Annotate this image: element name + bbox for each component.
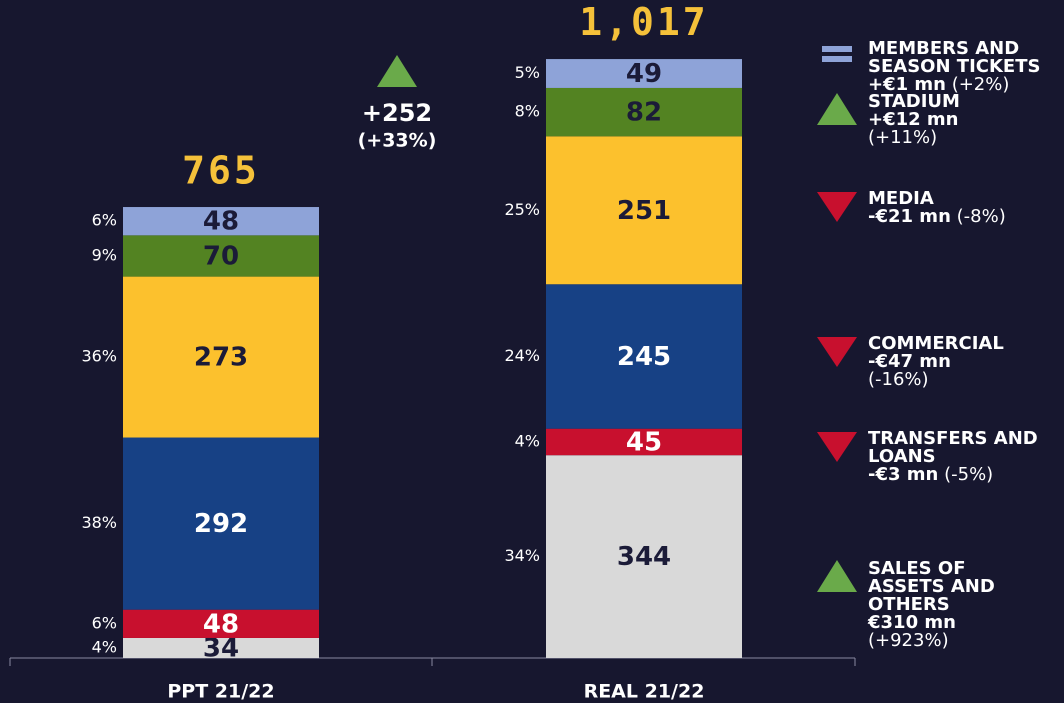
bar-segment	[123, 235, 319, 277]
share-label: 9%	[92, 245, 117, 264]
share-label: 6%	[92, 613, 117, 632]
value-label: 292	[194, 509, 248, 539]
value-label: 70	[203, 241, 239, 271]
bar-segment	[546, 136, 742, 285]
legend-change-line: +€1 mn (+2%)	[868, 76, 1064, 94]
value-label: 48	[203, 207, 239, 237]
value-label: 273	[194, 343, 248, 373]
legend-change: +€12 mn	[868, 109, 959, 130]
bar-segment	[123, 207, 319, 236]
value-label: 245	[617, 342, 671, 372]
legend-name: MEMBERS AND SEASON TICKETS	[868, 38, 1041, 77]
bar-segment	[546, 59, 742, 88]
bar-segment	[123, 637, 319, 658]
legend-icon	[817, 93, 857, 125]
legend-icon	[817, 560, 857, 592]
share-label: 24%	[504, 346, 540, 365]
value-label: 48	[203, 609, 239, 639]
legend-change: -€3 mn	[868, 464, 939, 485]
value-label: 82	[626, 98, 662, 128]
value-label: 251	[617, 196, 671, 226]
bar-segment	[123, 609, 319, 638]
legend-change-line: -€3 mn (-5%)	[868, 466, 1064, 484]
x-tick-label: PPT 21/22	[167, 681, 274, 703]
legend-name: SALES OF ASSETS AND OTHERS	[868, 558, 995, 615]
bar-segment	[123, 276, 319, 438]
bar-segment	[123, 437, 319, 610]
bar-segment	[546, 284, 742, 429]
legend-name: TRANSFERS AND LOANS	[868, 428, 1038, 467]
share-label: 38%	[81, 513, 117, 532]
legend-change-line: €310 mn (+923%)	[868, 614, 1018, 650]
legend-change: -€21 mn	[868, 206, 951, 227]
legend-change-pct: (+11%)	[868, 127, 938, 148]
legend-icon	[817, 432, 857, 462]
value-label: 49	[626, 59, 662, 89]
legend-icon	[822, 56, 852, 62]
share-label: 6%	[92, 211, 117, 230]
legend-change-line: -€21 mn (-8%)	[868, 208, 1018, 226]
share-label: 25%	[504, 200, 540, 219]
legend-entry: COMMERCIAL -€47 mn (-16%)	[868, 333, 1004, 389]
bar-segment	[546, 428, 742, 456]
legend-change-pct: (+923%)	[868, 630, 949, 651]
value-label: 344	[617, 542, 671, 572]
delta-pct: (+33%)	[358, 130, 437, 152]
share-label: 4%	[92, 637, 117, 656]
legend-change: +€1 mn	[868, 74, 946, 95]
value-label: 34	[203, 633, 239, 663]
legend-name: COMMERCIAL	[868, 333, 1004, 354]
legend-name: MEDIA	[868, 188, 934, 209]
legend-change-pct: (-8%)	[956, 206, 1006, 227]
legend-change: €310 mn	[868, 612, 956, 633]
value-label: 45	[626, 427, 662, 457]
legend-icon	[817, 337, 857, 367]
legend-entry: MEMBERS AND SEASON TICKETS +€1 mn (+2%)	[868, 40, 1064, 94]
share-label: 34%	[504, 546, 540, 565]
delta-icon	[377, 55, 417, 87]
legend-change-pct: (-16%)	[868, 369, 929, 390]
legend-entry: MEDIA -€21 mn (-8%)	[868, 190, 1018, 226]
share-label: 36%	[81, 347, 117, 366]
legend-change-pct: (-5%)	[944, 464, 994, 485]
legend-change-line: +€12 mn (+11%)	[868, 111, 1018, 147]
share-label: 8%	[515, 102, 540, 121]
bar-segment	[546, 455, 742, 658]
share-label: 4%	[515, 431, 540, 450]
x-tick-label: REAL 21/22	[584, 681, 705, 703]
legend-entry: SALES OF ASSETS AND OTHERS €310 mn (+923%…	[868, 560, 1018, 650]
legend-change-line: -€47 mn (-16%)	[868, 353, 998, 389]
legend-icon	[822, 46, 852, 52]
share-label: 5%	[515, 63, 540, 82]
legend-entry: TRANSFERS AND LOANS -€3 mn (-5%)	[868, 430, 1064, 484]
legend-change-pct: (+2%)	[951, 74, 1010, 95]
legend-icon	[817, 192, 857, 222]
total-label: 1,017	[579, 0, 708, 44]
bar-segment	[546, 87, 742, 137]
legend-entry: STADIUM +€12 mn (+11%)	[868, 93, 1018, 147]
legend-change: -€47 mn	[868, 351, 951, 372]
total-label: 765	[182, 149, 260, 193]
legend-name: STADIUM	[868, 91, 960, 112]
delta-label: +252	[362, 99, 432, 127]
